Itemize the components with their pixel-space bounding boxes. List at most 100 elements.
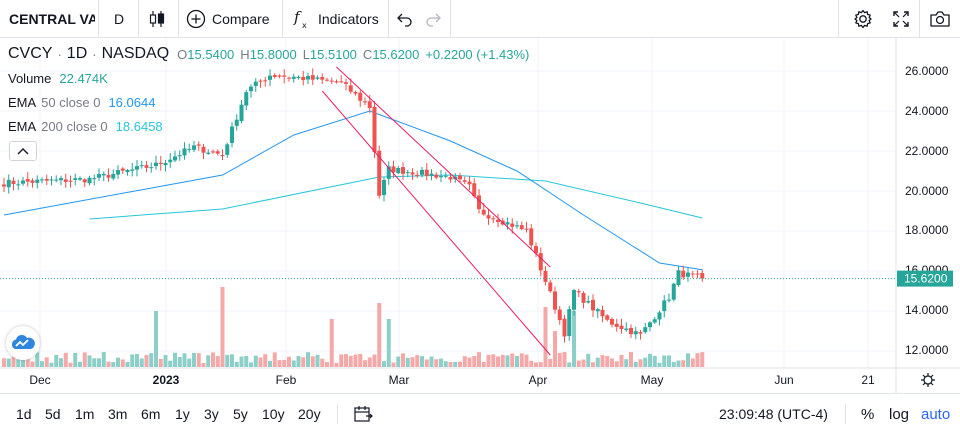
percent-scale-toggle[interactable]: % — [861, 405, 875, 423]
volume-bar — [154, 311, 158, 367]
range-5y[interactable]: 5y — [233, 406, 248, 422]
volume-bar — [173, 352, 177, 367]
range-3y[interactable]: 3y — [204, 406, 219, 422]
volume-bar — [111, 362, 116, 367]
volume-bar — [277, 360, 282, 367]
chart-canvas[interactable]: 26.0000 24.0000 22.0000 20.0000 18.0000 … — [0, 38, 960, 393]
bottom-toolbar: 1d 5d 1m 3m 6m 1y 3y 5y 10y 20y 23:09:48… — [0, 393, 960, 433]
low-label: L — [302, 46, 310, 62]
symbol-search[interactable]: CENTRAL VA — [9, 11, 95, 27]
candle-body — [429, 173, 434, 176]
volume-bar — [253, 355, 258, 367]
range-10y[interactable]: 10y — [262, 406, 285, 422]
volume-bar — [652, 355, 657, 367]
candle-body — [458, 175, 462, 180]
volume-bar — [481, 361, 486, 367]
candle-body — [700, 272, 705, 279]
volume-legend[interactable]: Volume 22.474K — [8, 71, 108, 86]
high-value: 15.8000 — [249, 46, 297, 62]
candle-body — [249, 86, 253, 92]
candle-body — [30, 180, 35, 183]
candle-body — [572, 290, 576, 310]
candle-body — [296, 76, 301, 79]
interval-button[interactable]: D — [114, 11, 125, 27]
candle-body — [439, 176, 443, 178]
volume-bar — [529, 360, 534, 367]
legend-exchange: NASDAQ — [101, 45, 170, 62]
collapse-legend-button[interactable] — [9, 141, 37, 161]
candle-body — [353, 91, 358, 94]
undo-button[interactable] — [396, 0, 414, 38]
volume-bar — [187, 358, 192, 367]
ema50-legend[interactable]: EMA 50 close 0 16.0644 — [8, 95, 155, 110]
volume-bar — [386, 319, 391, 367]
volume-bar — [367, 357, 372, 367]
indicators-button[interactable]: f x Indicators — [292, 0, 379, 38]
candle-body — [638, 332, 643, 334]
volume-bar — [638, 359, 643, 367]
volume-bar — [401, 353, 405, 367]
compare-button[interactable]: Compare — [186, 0, 270, 38]
volume-bar — [78, 361, 82, 367]
fullscreen-button[interactable] — [891, 0, 911, 38]
close-value: 15.6200 — [372, 46, 420, 62]
screenshot-button[interactable] — [929, 0, 951, 38]
redo-icon — [426, 13, 441, 27]
volume-bar — [348, 355, 353, 367]
candle-body — [510, 223, 515, 227]
last-price-label: 15.6200 — [904, 272, 948, 286]
range-5d[interactable]: 5d — [45, 406, 61, 422]
time-axis[interactable]: Dec 2023 Feb Mar Apr May Jun 21 — [29, 373, 875, 387]
chart-type-button[interactable] — [148, 0, 170, 38]
ema200-legend[interactable]: EMA 200 close 0 18.6458 — [8, 119, 163, 134]
volume-bar — [220, 287, 225, 367]
volume-bar — [486, 354, 491, 367]
volume-bar — [249, 362, 253, 367]
settings-button[interactable] — [852, 0, 874, 38]
candle-body — [87, 177, 92, 184]
toolbar-divider — [178, 0, 179, 38]
volume-bar — [662, 355, 667, 367]
candle-body — [82, 179, 87, 183]
clock[interactable]: 23:09:48 (UTC-4) — [719, 406, 828, 422]
time-tick: 2023 — [153, 373, 180, 387]
candle-body — [477, 195, 481, 210]
date-range-button[interactable] — [353, 394, 373, 434]
trend-line — [336, 66, 551, 268]
log-scale-toggle[interactable]: log — [889, 405, 910, 423]
change-value: +0.2200 (+1.43%) — [425, 46, 530, 62]
range-1y[interactable]: 1y — [175, 406, 190, 422]
price-axis[interactable]: 26.0000 24.0000 22.0000 20.0000 18.0000 … — [905, 64, 949, 357]
candle-body — [377, 150, 382, 196]
volume-bar — [206, 355, 211, 367]
close-label: C — [362, 46, 373, 62]
volume-bar — [215, 355, 220, 367]
volume-bar — [63, 352, 68, 367]
range-1d[interactable]: 1d — [16, 406, 32, 422]
volume-bar — [553, 331, 557, 367]
auto-scale-toggle[interactable]: auto — [921, 405, 951, 423]
volume-bar — [272, 352, 277, 367]
volume-bar — [595, 357, 600, 367]
toolbar-divider — [282, 0, 283, 38]
volume-bar — [201, 362, 206, 367]
volume-bar — [614, 361, 619, 367]
range-20y[interactable]: 20y — [298, 406, 321, 422]
range-3m[interactable]: 3m — [108, 406, 128, 422]
volume-bar — [44, 357, 49, 367]
volume-bar — [92, 358, 97, 367]
volume-bar — [600, 355, 605, 367]
volume-bar — [434, 359, 439, 367]
logo-badge[interactable] — [6, 326, 40, 360]
toolbar-divider — [919, 0, 920, 38]
axis-settings-button[interactable] — [921, 373, 935, 387]
ema50-value: 16.0644 — [108, 95, 156, 110]
top-toolbar: CENTRAL VA D Compare f x Indicators — [0, 0, 960, 38]
redo-button[interactable] — [424, 0, 442, 38]
range-1m[interactable]: 1m — [75, 406, 95, 422]
volume-bar — [510, 353, 515, 367]
volume-bar — [244, 355, 249, 367]
range-6m[interactable]: 6m — [141, 406, 161, 422]
volume-bar — [429, 356, 434, 367]
candle-body — [538, 253, 543, 271]
